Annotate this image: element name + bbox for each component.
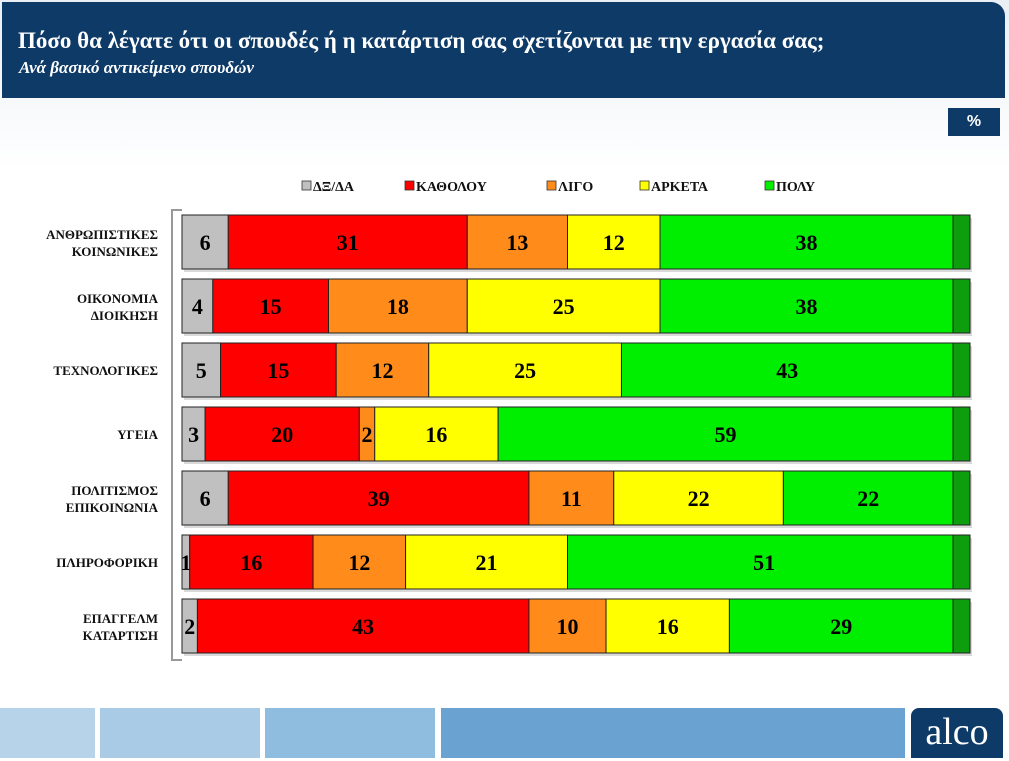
- chart-subtitle: Ανά βασικό αντικείμενο σπουδών: [19, 58, 254, 77]
- katholou-segment: [227, 214, 468, 270]
- bar-end-cap: [952, 278, 971, 334]
- katholou-segment-value: 43: [352, 614, 374, 639]
- dk-segment-value: 4: [192, 294, 203, 319]
- legend-katholou-swatch: [404, 180, 415, 191]
- dk-segment: [181, 470, 229, 526]
- arketa-segment-value: 22: [688, 486, 710, 511]
- category-label: ΔΙΟΙΚΗΣΗ: [91, 308, 158, 323]
- katholou-segment: [212, 278, 329, 334]
- katholou-segment-value: 39: [368, 486, 390, 511]
- title-banner: Πόσο θα λέγατε ότι οι σπουδές ή η κατάρτ…: [2, 2, 1005, 98]
- category-label: ΠΛΗΡΟΦΟΡΙΚΗ: [56, 555, 158, 570]
- alco-logo: alco: [911, 708, 1003, 758]
- legend-ligo-label: ΛΙΓΟ: [558, 180, 593, 195]
- arketa-segment: [428, 342, 622, 398]
- arketa-segment: [466, 278, 661, 334]
- poly-segment-value: 22: [857, 486, 879, 511]
- footer-bar: [265, 708, 435, 758]
- poly-segment: [567, 534, 962, 590]
- ligo-segment: [312, 534, 407, 590]
- ligo-segment-value: 11: [561, 486, 582, 511]
- arketa-segment-value: 25: [514, 358, 536, 383]
- category-bracket: [171, 209, 182, 661]
- arketa-segment: [405, 534, 568, 590]
- dk-segment-value: 6: [200, 230, 211, 255]
- ligo-segment: [466, 214, 568, 270]
- arketa-segment-value: 12: [603, 230, 625, 255]
- footer-bar: [100, 708, 260, 758]
- footer-band: [0, 708, 1009, 761]
- bar-end-cap: [952, 342, 971, 398]
- footer-bar: [441, 708, 905, 758]
- legend-arketa-label: ΑΡΚΕΤΑ: [651, 180, 709, 195]
- bar-end-cap: [952, 598, 971, 654]
- ligo-segment-value: 12: [371, 358, 393, 383]
- legend-poly-swatch: [764, 180, 775, 191]
- poly-segment: [659, 278, 954, 334]
- katholou-segment-value: 20: [271, 422, 293, 447]
- bar-end-cap: [952, 534, 971, 590]
- category-label: ΥΓΕΙΑ: [117, 427, 158, 442]
- percent-badge: %: [948, 108, 1000, 136]
- legend-katholou-label: ΚΑΘΟΛΟΥ: [416, 180, 487, 195]
- legend-dk-label: ΔΞ/ΔΑ: [313, 180, 355, 195]
- category-label: ΚΑΤΑΡΤΙΣΗ: [83, 628, 158, 643]
- poly-segment-value: 59: [715, 422, 737, 447]
- category-label: ΕΠΑΓΓΕΛΜ: [83, 611, 158, 626]
- arketa-segment: [605, 598, 730, 654]
- ligo-segment: [327, 278, 468, 334]
- category-label: ΑΝΘΡΩΠΙΣΤΙΚΕΣ: [46, 227, 158, 242]
- arketa-segment-value: 21: [476, 550, 498, 575]
- katholou-segment: [189, 534, 314, 590]
- category-label: ΚΟΙΝΩΝΙΚΕΣ: [72, 244, 158, 259]
- poly-segment-value: 43: [776, 358, 798, 383]
- poly-segment-value: 29: [830, 614, 852, 639]
- katholou-segment-value: 31: [337, 230, 359, 255]
- poly-segment: [620, 342, 954, 398]
- legend-ligo-swatch: [546, 180, 557, 191]
- dk-segment: [181, 214, 229, 270]
- ligo-segment-value: 18: [387, 294, 409, 319]
- footer-bar: [0, 708, 95, 758]
- katholou-segment-value: 15: [260, 294, 282, 319]
- katholou-segment: [196, 598, 530, 654]
- ligo-segment-value: 13: [506, 230, 528, 255]
- arketa-segment-value: 16: [657, 614, 679, 639]
- katholou-segment-value: 15: [267, 358, 289, 383]
- category-label: ΠΟΛΙΤΙΣΜΟΣ: [71, 483, 158, 498]
- dk-segment-value: 5: [196, 358, 207, 383]
- bar-end-cap: [952, 470, 971, 526]
- poly-segment: [659, 214, 954, 270]
- katholou-segment: [204, 406, 360, 462]
- legend-arketa-swatch: [639, 180, 650, 191]
- arketa-segment-value: 16: [425, 422, 447, 447]
- category-label: ΟΙΚΟΝΟΜΙΑ: [77, 291, 159, 306]
- poly-segment-value: 51: [753, 550, 775, 575]
- dk-segment-value: 2: [184, 614, 195, 639]
- legend-dk-swatch: [301, 180, 312, 191]
- arketa-segment: [613, 470, 784, 526]
- poly-segment-value: 38: [796, 294, 818, 319]
- category-label: ΤΕΧΝΟΛΟΓΙΚΕΣ: [53, 363, 158, 378]
- bar-end-cap: [952, 406, 971, 462]
- ligo-segment-value: 12: [348, 550, 370, 575]
- ligo-segment-value: 10: [557, 614, 579, 639]
- chart-title: Πόσο θα λέγατε ότι οι σπουδές ή η κατάρτ…: [18, 28, 825, 53]
- dk-segment-value: 3: [188, 422, 199, 447]
- poly-segment: [782, 470, 954, 526]
- arketa-segment-value: 25: [553, 294, 575, 319]
- legend-poly-label: ΠΟΛΥ: [776, 180, 815, 195]
- logo-text: alco: [925, 711, 989, 753]
- bar-end-cap: [952, 214, 971, 270]
- katholou-segment-value: 16: [240, 550, 262, 575]
- category-label: ΕΠΙΚΟΙΝΩΝΙΑ: [66, 500, 159, 515]
- dk-segment-value: 1: [180, 550, 191, 575]
- poly-segment-value: 38: [796, 230, 818, 255]
- dk-segment: [181, 278, 214, 334]
- poly-segment: [497, 406, 954, 462]
- arketa-segment: [567, 214, 661, 270]
- dk-segment-value: 6: [200, 486, 211, 511]
- ligo-segment-value: 2: [362, 422, 373, 447]
